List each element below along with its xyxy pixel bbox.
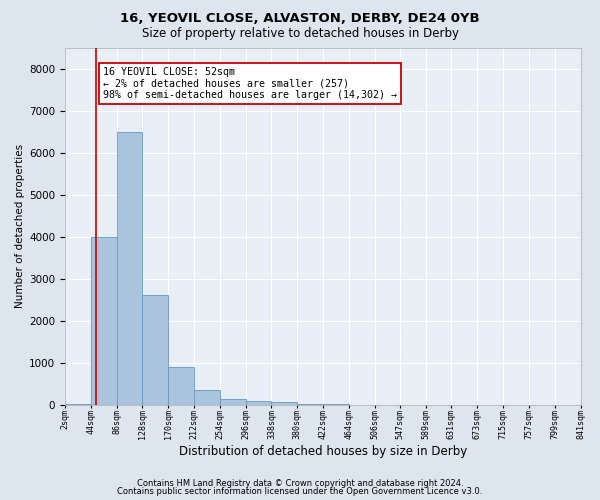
X-axis label: Distribution of detached houses by size in Derby: Distribution of detached houses by size … <box>179 444 467 458</box>
Text: Contains HM Land Registry data © Crown copyright and database right 2024.: Contains HM Land Registry data © Crown c… <box>137 478 463 488</box>
Bar <box>168 367 194 405</box>
Text: 16 YEOVIL CLOSE: 52sqm
← 2% of detached houses are smaller (257)
98% of semi-det: 16 YEOVIL CLOSE: 52sqm ← 2% of detached … <box>103 66 397 100</box>
Bar <box>194 390 220 405</box>
Bar <box>142 296 168 405</box>
Y-axis label: Number of detached properties: Number of detached properties <box>15 144 25 308</box>
Bar <box>323 404 349 405</box>
Bar <box>220 398 245 405</box>
Bar <box>116 132 142 405</box>
Bar <box>271 402 297 405</box>
Text: 16, YEOVIL CLOSE, ALVASTON, DERBY, DE24 0YB: 16, YEOVIL CLOSE, ALVASTON, DERBY, DE24 … <box>120 12 480 26</box>
Bar <box>245 401 271 405</box>
Bar <box>65 404 91 405</box>
Text: Contains public sector information licensed under the Open Government Licence v3: Contains public sector information licen… <box>118 487 482 496</box>
Text: Size of property relative to detached houses in Derby: Size of property relative to detached ho… <box>142 28 458 40</box>
Bar <box>91 238 116 405</box>
Bar <box>297 404 323 405</box>
